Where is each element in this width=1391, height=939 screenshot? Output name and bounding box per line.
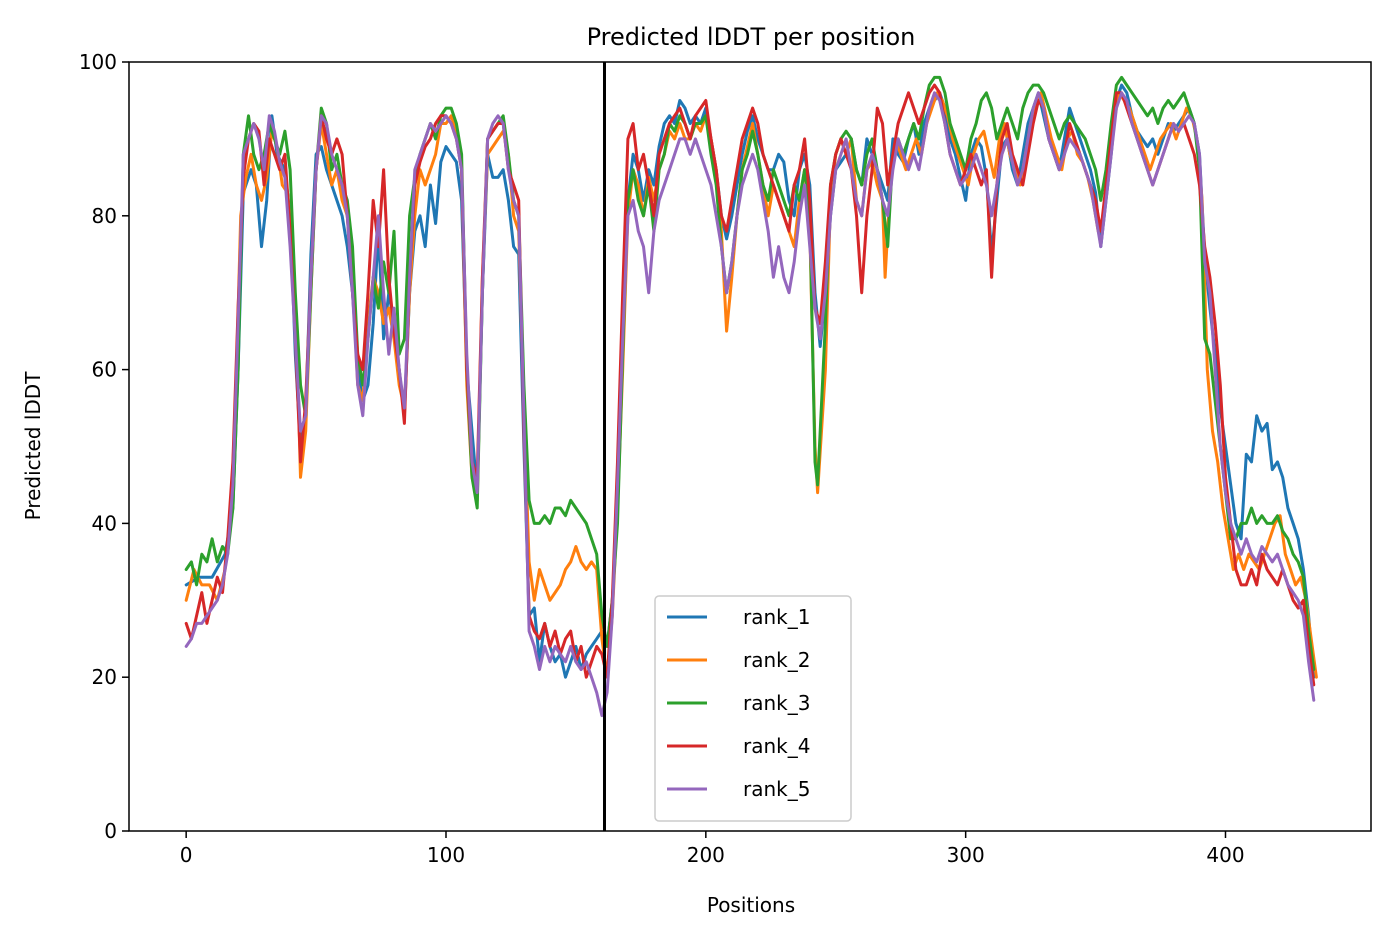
legend-label: rank_2 — [743, 648, 810, 672]
series-layer — [184, 75, 1318, 718]
legend-label: rank_1 — [743, 605, 810, 629]
axes-frame — [128, 61, 1372, 832]
x-tick-label: 0 — [180, 843, 193, 867]
x-axis-title: Positions — [707, 893, 795, 917]
x-tick-label: 400 — [1206, 843, 1244, 867]
x-tick-label: 100 — [427, 843, 465, 867]
y-tick-label: 100 — [79, 50, 117, 74]
chart-title: Predicted lDDT per position — [587, 23, 916, 51]
legend-label: rank_3 — [743, 691, 810, 715]
x-tick-label: 200 — [687, 843, 725, 867]
y-tick-label: 80 — [92, 204, 117, 228]
y-tick-label: 20 — [92, 665, 117, 689]
x-tick-label: 300 — [947, 843, 985, 867]
series-line-rank-4 — [184, 83, 1316, 687]
legend-label: rank_4 — [743, 734, 810, 758]
x-axis: 0 100 200 300 400 — [180, 831, 1245, 867]
y-tick-label: 60 — [92, 358, 117, 382]
legend-label: rank_5 — [743, 777, 810, 801]
y-axis-title: Predicted lDDT — [21, 371, 45, 521]
series-line-rank-5 — [184, 91, 1316, 718]
y-axis: 0 20 40 60 80 100 — [79, 50, 129, 843]
plot-area — [128, 61, 1372, 832]
legend-box — [654, 595, 852, 822]
y-tick-label: 40 — [92, 511, 117, 535]
legend: rank_1 rank_2 rank_3 rank_4 rank_5 — [654, 595, 852, 822]
y-tick-label: 0 — [104, 819, 117, 843]
